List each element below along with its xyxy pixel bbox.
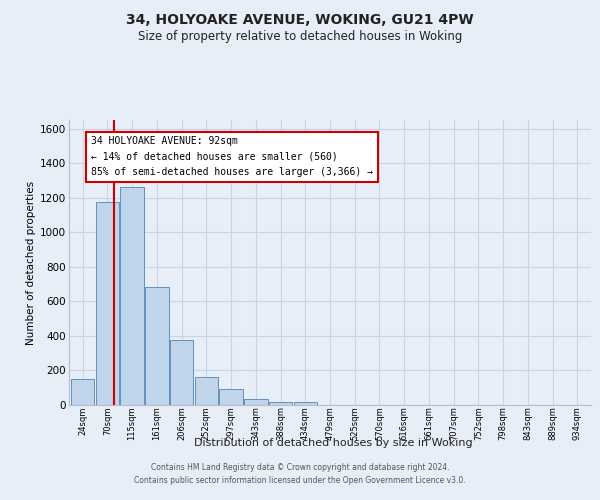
- Bar: [269, 402, 292, 405]
- Bar: [244, 399, 268, 405]
- Bar: [95, 202, 119, 405]
- Bar: [219, 390, 243, 405]
- Bar: [71, 379, 94, 405]
- Text: 34, HOLYOAKE AVENUE, WOKING, GU21 4PW: 34, HOLYOAKE AVENUE, WOKING, GU21 4PW: [126, 12, 474, 26]
- Text: Contains HM Land Registry data © Crown copyright and database right 2024.: Contains HM Land Registry data © Crown c…: [151, 464, 449, 472]
- Bar: [194, 376, 218, 405]
- Bar: [121, 188, 144, 405]
- Text: Distribution of detached houses by size in Woking: Distribution of detached houses by size …: [194, 438, 472, 448]
- Bar: [170, 340, 193, 405]
- Text: Size of property relative to detached houses in Woking: Size of property relative to detached ho…: [138, 30, 462, 43]
- Bar: [293, 402, 317, 405]
- Bar: [145, 286, 169, 405]
- Y-axis label: Number of detached properties: Number of detached properties: [26, 180, 36, 344]
- Text: 34 HOLYOAKE AVENUE: 92sqm
← 14% of detached houses are smaller (560)
85% of semi: 34 HOLYOAKE AVENUE: 92sqm ← 14% of detac…: [91, 136, 373, 177]
- Text: Contains public sector information licensed under the Open Government Licence v3: Contains public sector information licen…: [134, 476, 466, 485]
